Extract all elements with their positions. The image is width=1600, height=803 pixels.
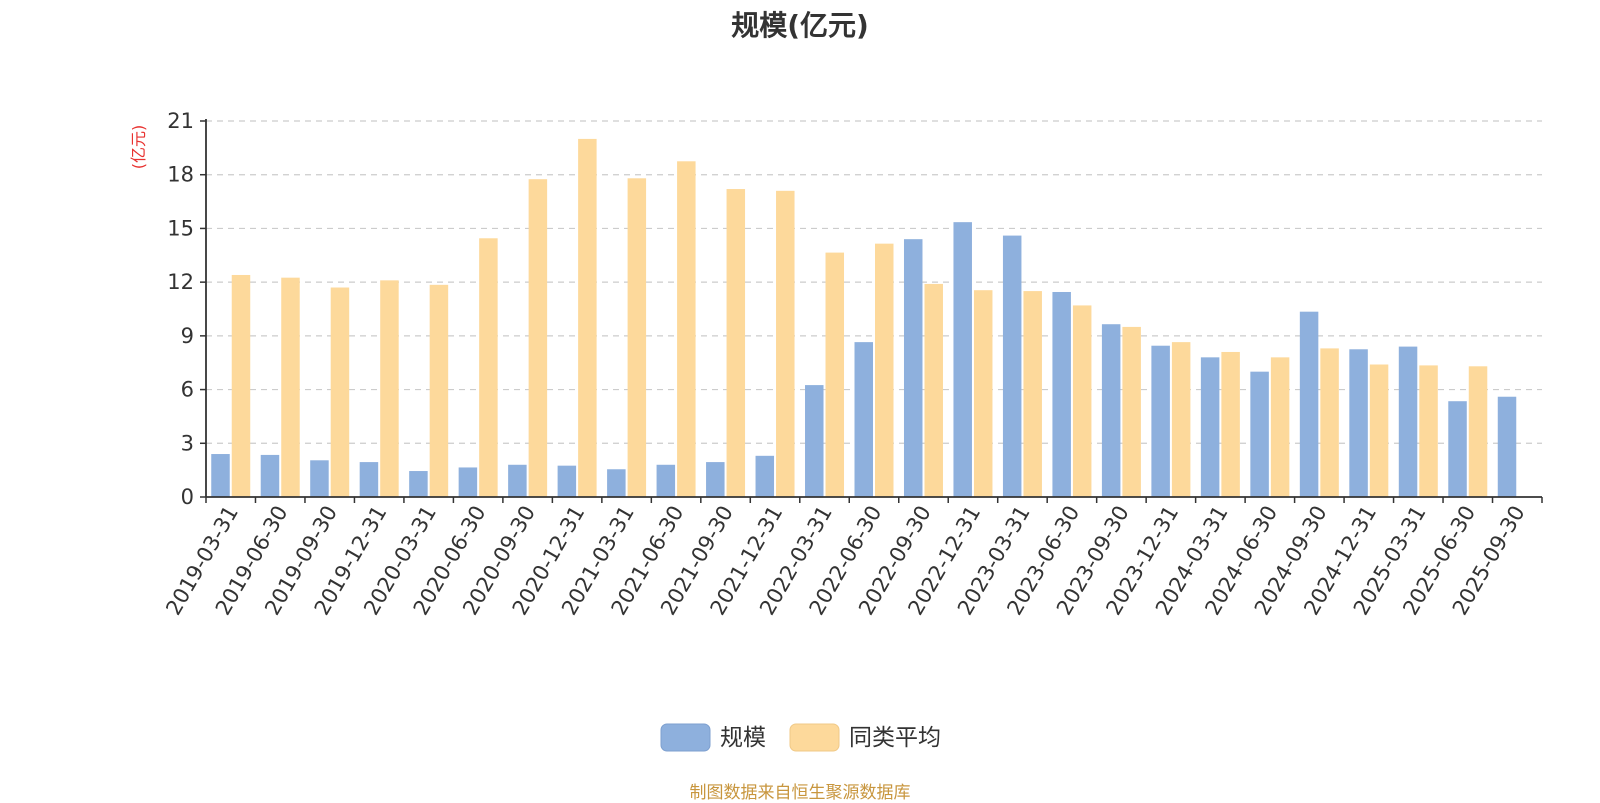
bar-scale-2019-06-30 xyxy=(260,454,280,497)
bar-scale-2023-09-30 xyxy=(1101,324,1121,497)
data-source-note: 制图数据来自恒生聚源数据库 xyxy=(689,783,911,803)
bar-scale-2025-09-30 xyxy=(1497,396,1517,497)
bar-peer-average-2022-03-31 xyxy=(825,252,845,497)
bar-peer-average-2024-09-30 xyxy=(1320,348,1339,497)
y-tick-label: 15 xyxy=(167,216,194,240)
bar-scale-2020-09-30 xyxy=(508,464,527,497)
bar-peer-average-2019-12-31 xyxy=(380,280,399,497)
bar-peer-average-2024-12-31 xyxy=(1369,364,1389,497)
bar-peer-average-2019-09-30 xyxy=(330,287,350,497)
bar-peer-average-2022-09-30 xyxy=(924,283,943,497)
bar-scale-2024-09-30 xyxy=(1299,311,1319,497)
y-tick-label: 21 xyxy=(167,109,194,133)
bar-peer-average-2020-03-31 xyxy=(429,284,449,497)
bar-scale-2023-12-31 xyxy=(1151,345,1170,497)
y-tick-label: 18 xyxy=(167,163,194,187)
bar-scale-2022-03-31 xyxy=(805,385,824,497)
bar-scale-2022-09-30 xyxy=(903,239,923,497)
grid-lines xyxy=(206,120,1542,444)
bar-peer-average-2025-06-30 xyxy=(1468,366,1488,497)
bar-peer-average-2019-03-31 xyxy=(231,274,251,497)
bar-scale-2020-12-31 xyxy=(557,465,577,497)
y-tick-label: 0 xyxy=(181,485,194,509)
bar-scale-2024-03-31 xyxy=(1200,357,1220,497)
legend-label[interactable]: 规模 xyxy=(720,725,766,751)
y-tick-label: 9 xyxy=(181,324,194,348)
bar-peer-average-2023-12-31 xyxy=(1171,342,1191,497)
bar-peer-average-2023-09-30 xyxy=(1122,326,1141,497)
bar-scale-2021-06-30 xyxy=(656,464,676,497)
y-tick-label: 12 xyxy=(167,270,194,294)
bars xyxy=(211,138,1517,498)
bar-scale-2019-09-30 xyxy=(310,460,329,497)
chart-title: 规模(亿元) xyxy=(731,9,869,42)
legend[interactable]: 规模 同类平均 xyxy=(660,723,941,752)
bar-peer-average-2021-12-31 xyxy=(776,190,795,498)
bar-scale-2020-03-31 xyxy=(409,471,428,497)
bar-scale-2022-12-31 xyxy=(953,222,972,497)
bar-scale-2021-03-31 xyxy=(607,469,626,497)
y-tick-label: 6 xyxy=(181,378,194,402)
bar-peer-average-2023-06-30 xyxy=(1072,305,1092,497)
legend-swatch[interactable] xyxy=(789,723,840,752)
bar-peer-average-2021-06-30 xyxy=(677,161,696,498)
legend-swatch[interactable] xyxy=(660,723,711,752)
bar-scale-2019-03-31 xyxy=(211,454,230,497)
bar-scale-2024-12-31 xyxy=(1349,349,1368,497)
y-tick-label: 3 xyxy=(181,431,194,455)
bar-peer-average-2025-03-31 xyxy=(1419,365,1438,497)
bar-scale-2019-12-31 xyxy=(359,462,379,497)
bar-peer-average-2023-03-31 xyxy=(1023,291,1042,497)
bar-scale-2021-09-30 xyxy=(706,462,725,497)
bar-scale-2020-06-30 xyxy=(458,467,478,497)
y-axis-unit-label: (亿元) xyxy=(129,125,148,170)
bar-peer-average-2021-09-30 xyxy=(726,189,746,498)
bar-scale-2022-06-30 xyxy=(854,342,873,497)
bar-scale-2023-06-30 xyxy=(1052,291,1071,497)
bar-peer-average-2024-03-31 xyxy=(1221,351,1240,497)
bar-scale-2024-06-30 xyxy=(1250,371,1269,497)
bar-peer-average-2022-06-30 xyxy=(875,243,894,497)
bar-peer-average-2020-12-31 xyxy=(578,138,597,497)
bar-peer-average-2021-03-31 xyxy=(627,178,647,498)
bar-peer-average-2020-06-30 xyxy=(479,238,498,497)
bar-scale-2021-12-31 xyxy=(755,455,775,497)
bar-scale-2023-03-31 xyxy=(1002,235,1022,498)
bar-peer-average-2024-06-30 xyxy=(1270,357,1290,497)
bar-peer-average-2022-12-31 xyxy=(973,290,993,497)
bar-scale-2025-03-31 xyxy=(1398,346,1418,497)
legend-label[interactable]: 同类平均 xyxy=(849,725,941,751)
bar-scale-2025-06-30 xyxy=(1448,401,1467,497)
bar-peer-average-2019-06-30 xyxy=(281,277,300,497)
bar-peer-average-2020-09-30 xyxy=(528,179,548,497)
